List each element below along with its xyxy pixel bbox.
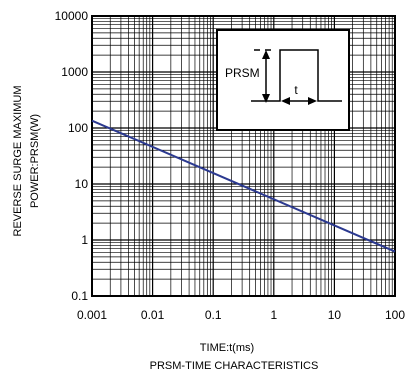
chart-title: PRSM-TIME CHARACTERISTICS — [150, 360, 319, 372]
y-tick-label: 100 — [68, 121, 88, 135]
inset-arrow-down — [262, 94, 270, 103]
x-tick-label: 0.001 — [77, 308, 107, 322]
series-line — [91, 119, 396, 253]
y-tick-label: 0.1 — [71, 289, 88, 303]
plot-frame — [91, 15, 396, 297]
inset-arrow-up — [262, 50, 270, 59]
x-tick-label: 0.1 — [205, 308, 222, 322]
inset-prsm-label: PRSM — [225, 66, 260, 80]
x-tick-label: 100 — [385, 308, 405, 322]
x-tick-label: 0.01 — [141, 308, 165, 322]
y-axis-label-line1: REVERSE SURGE MAXIMUM — [12, 86, 24, 237]
inset-pulse-diagram: PRSM t — [216, 29, 350, 131]
inset-pulse — [251, 49, 342, 102]
y-axis-label-line2: POWER:PRSM(W) — [29, 114, 41, 208]
x-tick-label: 10 — [328, 308, 342, 322]
x-tick-labels: 0.001 0.01 0.1 1 10 100 — [77, 308, 405, 322]
y-tick-label: 1 — [81, 233, 88, 247]
y-tick-label: 1000 — [61, 65, 88, 79]
inset-t-label: t — [294, 83, 298, 97]
y-tick-label: 10 — [75, 177, 89, 191]
x-tick-label: 1 — [270, 308, 277, 322]
inset-arrow-right — [308, 97, 317, 105]
inset-arrow-left — [281, 97, 290, 105]
x-axis-label: TIME:t(ms) — [200, 342, 254, 354]
y-tick-labels: 10000 1000 100 10 1 0.1 — [55, 9, 89, 303]
inset-box — [216, 29, 350, 131]
y-tick-label: 10000 — [55, 9, 89, 23]
